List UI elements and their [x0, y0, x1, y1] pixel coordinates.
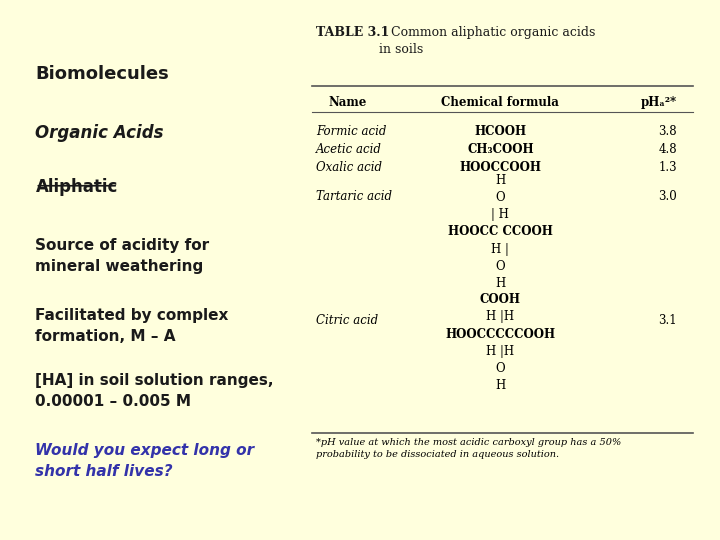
Text: HOOCCCCCOOH: HOOCCCCCOOH [446, 328, 555, 341]
Text: Chemical formula: Chemical formula [441, 96, 559, 109]
Text: Citric acid: Citric acid [315, 314, 378, 327]
Text: 3.0: 3.0 [658, 190, 677, 202]
Text: Organic Acids: Organic Acids [35, 124, 164, 142]
Text: 4.8: 4.8 [658, 143, 677, 156]
Text: [HA] in soil solution ranges,
0.00001 – 0.005 M: [HA] in soil solution ranges, 0.00001 – … [35, 373, 274, 409]
Text: Aliphatic: Aliphatic [35, 178, 118, 196]
Text: HOOCC CCOOH: HOOCC CCOOH [448, 225, 553, 239]
Text: Facilitated by complex
formation, M – A: Facilitated by complex formation, M – A [35, 308, 229, 344]
Text: | H: | H [492, 208, 509, 221]
Text: Biomolecules: Biomolecules [35, 65, 169, 83]
Text: Would you expect long or
short half lives?: Would you expect long or short half live… [35, 443, 255, 479]
Text: CH₃COOH: CH₃COOH [467, 143, 534, 156]
Text: pHₐ²*: pHₐ²* [641, 96, 677, 109]
Text: Source of acidity for
mineral weathering: Source of acidity for mineral weathering [35, 238, 210, 274]
Text: H |H: H |H [486, 345, 515, 357]
Text: 3.8: 3.8 [658, 125, 677, 138]
Text: Oxalic acid: Oxalic acid [315, 161, 382, 174]
Text: H: H [495, 174, 505, 187]
Text: H: H [495, 276, 505, 290]
Text: COOH: COOH [480, 293, 521, 306]
Text: Acetic acid: Acetic acid [315, 143, 382, 156]
Text: H: H [495, 379, 505, 392]
Text: H |H: H |H [486, 310, 515, 323]
Text: Formic acid: Formic acid [315, 125, 386, 138]
Text: HCOOH: HCOOH [474, 125, 526, 138]
Text: O: O [495, 362, 505, 375]
Text: TABLE 3.1: TABLE 3.1 [315, 26, 389, 39]
Text: 1.3: 1.3 [658, 161, 677, 174]
Text: 3.1: 3.1 [658, 314, 677, 327]
Text: HOOCCOOH: HOOCCOOH [459, 161, 541, 174]
Text: H |: H | [492, 242, 509, 255]
Text: *pH value at which the most acidic carboxyl group has a 50%
probability to be di: *pH value at which the most acidic carbo… [315, 438, 621, 460]
Text: O: O [495, 191, 505, 204]
Text: O: O [495, 260, 505, 273]
Text: Common aliphatic organic acids
in soils: Common aliphatic organic acids in soils [379, 26, 595, 56]
Text: Tartaric acid: Tartaric acid [315, 190, 392, 202]
Text: Name: Name [328, 96, 366, 109]
